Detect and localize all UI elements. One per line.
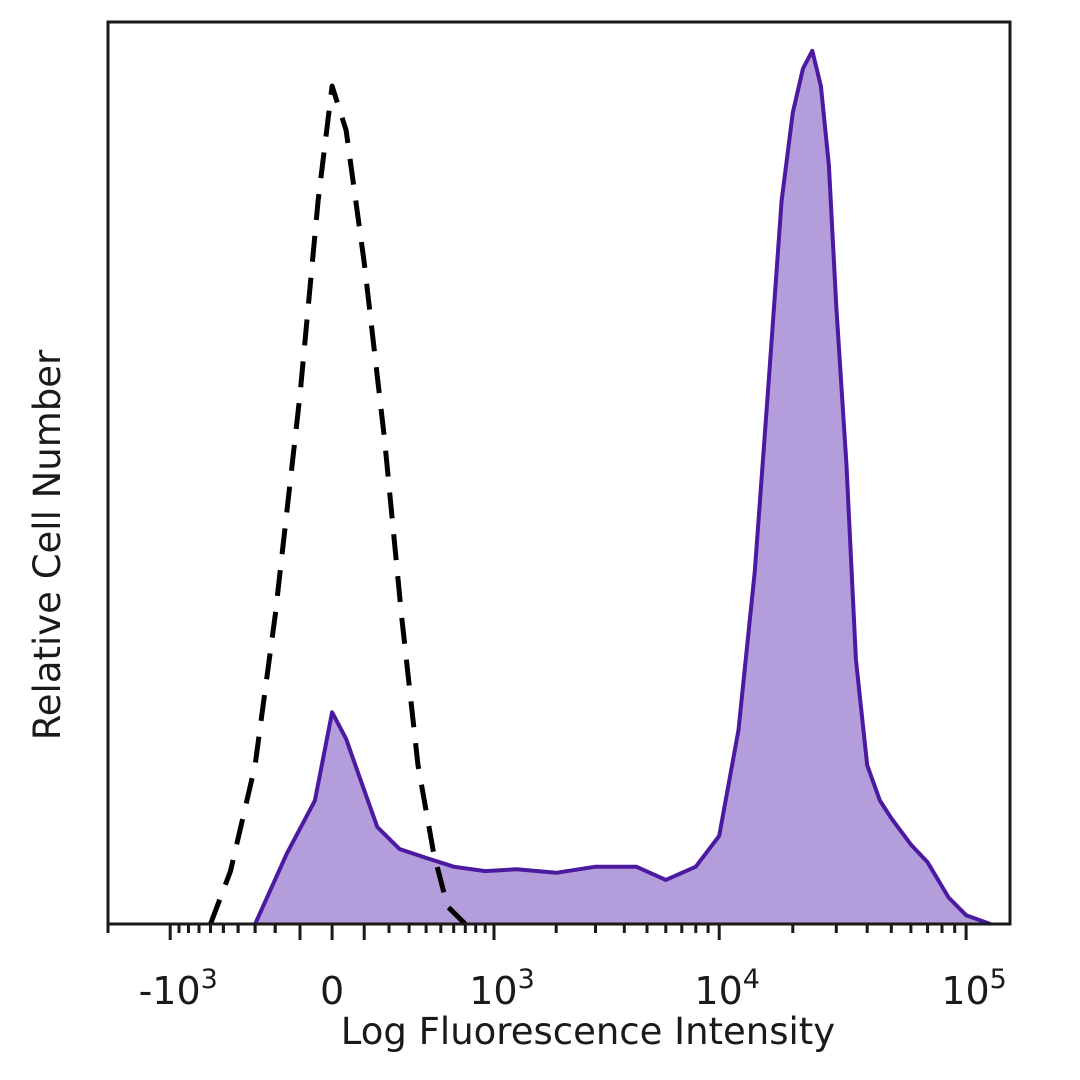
- x-axis-ticks: -103 0 103 104 105: [106, 924, 1007, 1013]
- series-layer: [208, 48, 991, 926]
- x-tick-label: 103: [469, 964, 535, 1013]
- x-tick-label: -103: [139, 964, 218, 1013]
- stained-histogram-line: [253, 48, 991, 926]
- control-histogram-dashed-line: [208, 83, 468, 926]
- stained-histogram-fill: [255, 50, 991, 925]
- plot-frame: [106, 20, 1012, 926]
- x-tick-label: 105: [941, 964, 1007, 1013]
- x-tick-label: 0: [320, 969, 344, 1013]
- x-tick-label: 104: [694, 964, 760, 1013]
- y-axis-title: Relative Cell Number: [26, 349, 69, 740]
- x-axis-title: Log Fluorescence Intensity: [341, 1010, 835, 1053]
